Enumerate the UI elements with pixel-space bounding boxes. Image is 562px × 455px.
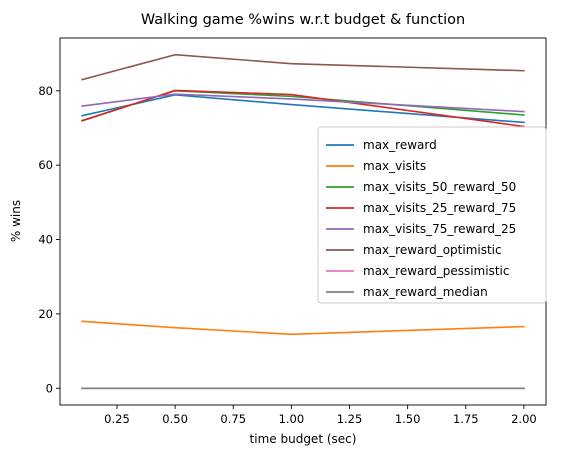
y-tick-label: 60 (38, 158, 53, 172)
legend-label: max_reward_median (363, 285, 488, 299)
series-line-max-visits (82, 321, 524, 334)
x-tick-label: 0.75 (220, 412, 246, 426)
legend-label: max_reward_pessimistic (363, 264, 509, 278)
x-tick-label: 1.50 (395, 412, 421, 426)
x-axis-ticks: 0.25 0.50 0.75 1.00 1.25 1.50 1.75 2.00 (104, 405, 537, 426)
y-tick-label: 0 (46, 381, 53, 395)
y-axis-label: % wins (9, 200, 23, 242)
chart-title: Walking game %wins w.r.t budget & functi… (141, 12, 465, 28)
series-line-max-reward-optimistic (82, 55, 524, 80)
x-axis-label: time budget (sec) (250, 432, 357, 446)
x-tick-label: 1.25 (337, 412, 363, 426)
y-tick-label: 20 (38, 307, 53, 321)
x-tick-label: 0.50 (162, 412, 188, 426)
y-tick-label: 80 (38, 84, 53, 98)
x-tick-label: 1.00 (279, 412, 305, 426)
y-tick-label: 40 (38, 233, 53, 247)
legend-label: max_visits_25_reward_75 (363, 201, 516, 215)
x-tick-label: 1.75 (453, 412, 479, 426)
y-axis-ticks: 0 20 40 60 80 (38, 84, 60, 395)
legend: max_reward max_visits max_visits_50_reward… (318, 127, 546, 303)
legend-label: max_visits_50_reward_50 (363, 180, 516, 194)
x-tick-label: 0.25 (104, 412, 130, 426)
legend-label: max_reward_optimistic (363, 243, 502, 257)
x-tick-label: 2.00 (511, 412, 537, 426)
legend-label: max_visits (363, 159, 426, 173)
legend-label: max_visits_75_reward_25 (363, 222, 516, 236)
legend-label: max_reward (363, 138, 437, 152)
